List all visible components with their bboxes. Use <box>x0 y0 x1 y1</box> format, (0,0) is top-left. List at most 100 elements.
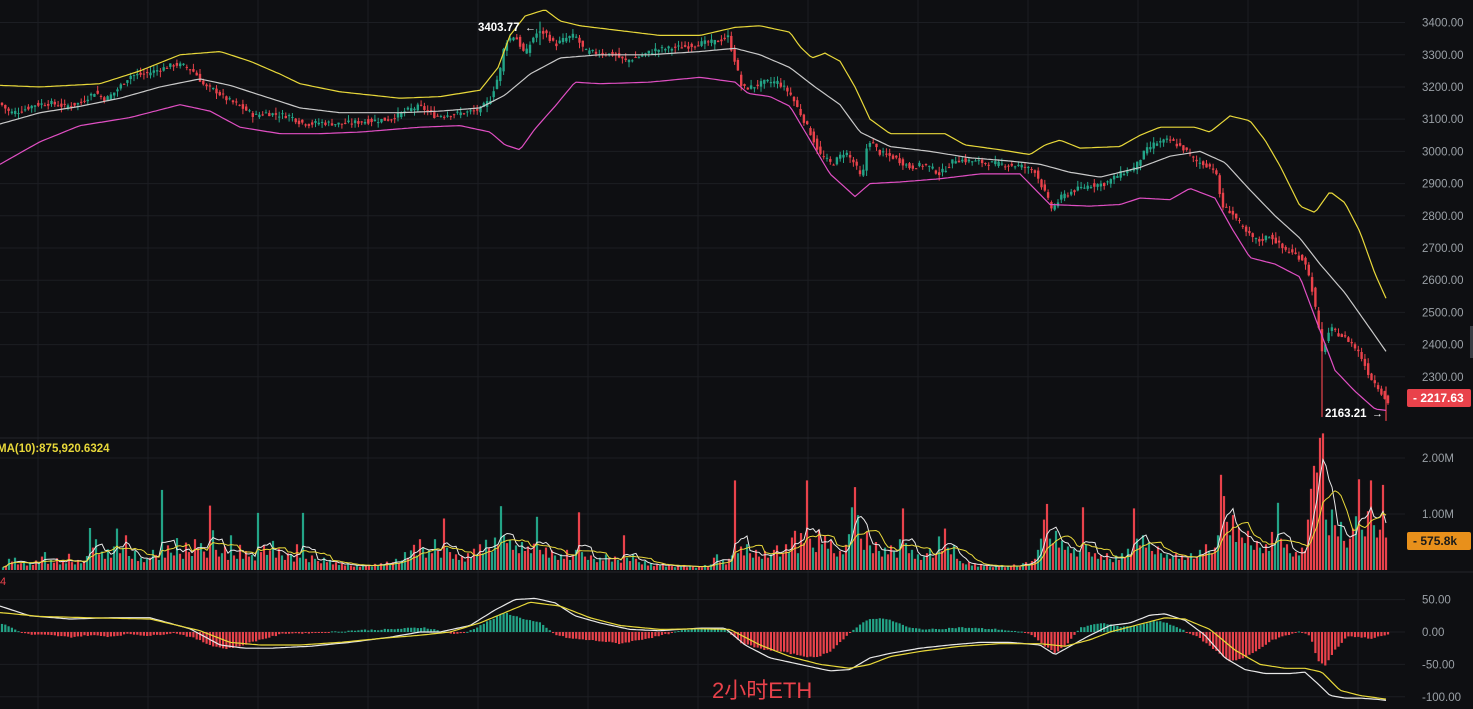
price-tick-label: 3000.00 <box>1422 146 1464 158</box>
volume-bar-down <box>1129 555 1133 570</box>
candle-up-body <box>50 100 53 105</box>
macd-hist-up <box>1179 628 1182 632</box>
volume-bar-up <box>1054 530 1058 570</box>
candle-up-body <box>1106 181 1109 183</box>
candle-down-body <box>938 172 941 176</box>
macd-hist-down <box>763 632 766 650</box>
volume-bar-up <box>190 556 194 570</box>
macd-hist-up <box>878 618 881 632</box>
candle-down-body <box>898 158 901 164</box>
volume-bar-down <box>943 528 947 570</box>
candle-up-body <box>627 59 631 63</box>
volume-bar-down <box>1222 496 1226 570</box>
macd-hist-up <box>363 629 367 632</box>
volume-bar-up <box>1066 546 1070 570</box>
macd-hist-down <box>449 632 452 634</box>
volume-bar-down <box>799 533 803 570</box>
volume-bar-down <box>865 531 869 570</box>
volume-bar-down <box>358 566 362 570</box>
volume-bar-up <box>1345 547 1349 570</box>
macd-hist-down <box>126 632 129 634</box>
volume-bar-down <box>874 542 878 570</box>
macd-hist-up <box>393 629 396 632</box>
candle-down-body <box>1218 175 1221 195</box>
volume-bar-down <box>1081 507 1085 570</box>
volume-bar-up <box>1228 535 1232 570</box>
candle-down-body <box>274 113 278 115</box>
macd-hist-up <box>1007 630 1010 632</box>
macd-hist-up <box>961 627 964 632</box>
candle-up-body <box>116 89 119 92</box>
macd-hist-up <box>865 620 868 632</box>
volume-bar-up <box>382 564 386 570</box>
volume-bar-down <box>808 538 812 570</box>
volume-bar-up <box>820 544 824 570</box>
volume-bar-up <box>79 563 83 570</box>
macd-hist-down <box>1241 632 1244 659</box>
candle-up-body <box>703 40 707 44</box>
candle-up-body <box>89 93 93 96</box>
candle-down-body <box>743 84 746 86</box>
macd-hist-down <box>93 632 96 636</box>
volume-bar-down <box>1348 538 1352 570</box>
macd-hist-down <box>1360 632 1363 638</box>
candle-down-body <box>1195 159 1198 162</box>
volume-bar-down <box>166 545 170 570</box>
candle-down-body <box>1310 277 1314 292</box>
macd-hist-down <box>264 632 268 639</box>
macd-hist-up <box>717 628 720 632</box>
candle-up-body <box>126 80 129 83</box>
macd-hist-up <box>905 626 908 632</box>
candle-down-body <box>515 37 518 40</box>
volume-bar-up <box>1372 525 1376 570</box>
volume-bar-down <box>589 555 593 570</box>
volume-bar-down <box>262 545 266 570</box>
candle-down-body <box>796 100 799 107</box>
candle-down-body <box>1343 335 1347 337</box>
macd-hist-down <box>571 632 574 639</box>
price-pane[interactable] <box>0 9 1390 421</box>
volume-bar-down <box>1300 547 1304 570</box>
macd-hist-up <box>406 627 409 632</box>
macd-hist-up <box>997 629 1000 632</box>
macd-hist-up <box>1076 630 1079 632</box>
macd-hist-down <box>1377 632 1380 637</box>
volume-bar-down <box>1225 521 1229 570</box>
volume-bar-down <box>1231 515 1235 570</box>
macd-hist-down <box>558 632 561 636</box>
macd-hist-up <box>436 630 439 632</box>
volume-bar-up <box>688 565 692 570</box>
volume-bar-down <box>244 550 248 570</box>
macd-tick-label: 50.00 <box>1422 595 1451 607</box>
candle-up-body <box>1063 193 1066 199</box>
volume-bar-down <box>655 564 659 570</box>
volume-bar-up <box>520 542 524 570</box>
macd-hist-up <box>707 629 710 632</box>
volume-bar-up <box>415 555 419 570</box>
volume-bar-up <box>490 552 494 570</box>
candle-up-body <box>631 60 634 62</box>
candle-up-body <box>997 161 1000 166</box>
volume-bar-down <box>880 556 884 570</box>
macd-hist-down <box>1357 632 1360 637</box>
candle-up-body <box>1162 139 1165 143</box>
volume-bar-down <box>1303 550 1307 570</box>
volume-pane[interactable] <box>1 433 1388 570</box>
candle-down-body <box>307 124 311 126</box>
macd-hist-down <box>1235 632 1238 661</box>
volume-bar-up <box>769 554 773 570</box>
macd-hist-up <box>377 630 380 632</box>
volume-bar-down <box>184 542 188 570</box>
volume-bar-up <box>1276 502 1280 570</box>
candle-down-body <box>449 116 452 118</box>
volume-bar-up <box>439 557 443 570</box>
macd-hist-down <box>274 632 277 637</box>
volume-bar-down <box>103 558 107 570</box>
macd-hist-down <box>740 632 743 644</box>
candle-down-body <box>551 38 555 41</box>
macd-pane[interactable] <box>0 597 1390 701</box>
macd-hist-down <box>1053 632 1056 653</box>
volume-bar-down <box>1051 543 1055 570</box>
volume-bar-down <box>619 562 623 570</box>
